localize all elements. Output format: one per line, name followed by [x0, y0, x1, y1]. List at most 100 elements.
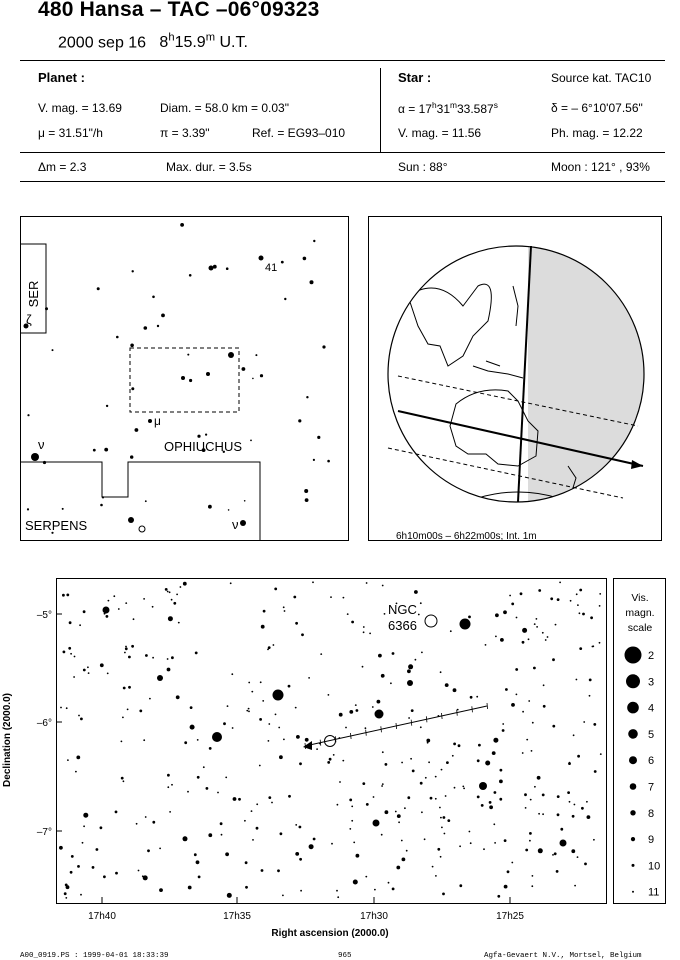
chart-star: [339, 781, 341, 783]
chart-star: [361, 665, 364, 668]
chart-star: [176, 593, 179, 596]
chart-star: [521, 640, 525, 644]
chart-star: [252, 839, 254, 841]
finder-star: [104, 447, 109, 452]
chart-star: [278, 726, 281, 729]
chart-star: [193, 853, 197, 857]
ser-boundary: [20, 243, 47, 334]
chart-star: [336, 889, 338, 892]
chart-star: [586, 815, 591, 819]
chart-star: [127, 655, 131, 659]
chart-star: [440, 816, 442, 819]
serpens-label: SERPENS: [25, 518, 87, 533]
finder-star: [240, 520, 246, 526]
finder-star: [188, 274, 192, 277]
chart-star: [327, 761, 331, 764]
chart-star: [149, 697, 151, 700]
chart-star: [106, 672, 109, 675]
chart-star: [453, 742, 456, 746]
chart-star: [499, 797, 503, 801]
finder-star: [181, 376, 185, 380]
chart-star: [124, 647, 128, 651]
chart-star: [469, 842, 472, 845]
x-tick-label: 17h25: [496, 911, 524, 922]
chart-star: [575, 678, 578, 681]
chart-star: [167, 773, 170, 777]
chart-star: [515, 693, 518, 696]
legend-symbol: [630, 837, 636, 842]
chart-star: [205, 787, 209, 790]
legend-symbol: [630, 810, 636, 816]
chart-star: [552, 854, 554, 856]
chart-star: [489, 805, 493, 810]
finder-star: [312, 458, 315, 461]
zeta-label: ζ: [26, 312, 32, 327]
chart-star: [468, 615, 471, 619]
chart-star: [468, 830, 471, 833]
chart-star: [390, 682, 392, 685]
chart-star: [381, 751, 384, 754]
chart-star: [383, 613, 386, 615]
chart-star: [497, 894, 501, 898]
chart-star: [598, 641, 601, 644]
chart-star: [113, 595, 116, 598]
chart-star: [593, 723, 597, 726]
chart-star: [63, 892, 67, 896]
chart-star: [519, 592, 523, 596]
chart-star: [171, 783, 173, 786]
chart-star: [535, 618, 538, 620]
chart-star: [272, 689, 284, 701]
finder-star: [208, 265, 214, 271]
chart-star: [362, 782, 366, 785]
x-tick-label: 17h40: [88, 911, 116, 922]
event-datetime: 2000 sep 16 8h15.9m U.T.: [58, 32, 248, 52]
chart-star: [443, 832, 446, 835]
chart-star: [255, 826, 259, 830]
finder-star: [42, 460, 47, 465]
chart-star: [259, 718, 262, 721]
chart-star: [142, 875, 148, 881]
chart-star: [125, 602, 128, 604]
chart-star: [428, 761, 430, 764]
chart-star: [449, 630, 452, 633]
chart-star: [534, 785, 536, 788]
chart-star: [282, 894, 284, 897]
legend-items: 2 3 4 5 6 7 8 9 10 11: [624, 646, 660, 899]
globe-outline: [387, 245, 645, 503]
chart-star: [175, 695, 180, 700]
chart-star: [442, 816, 446, 819]
chart-star: [538, 812, 540, 815]
chart-star: [73, 676, 75, 678]
chart-star: [231, 673, 234, 676]
chart-star: [246, 709, 249, 712]
chart-star: [478, 743, 481, 747]
chart-star: [308, 677, 310, 679]
chart-star: [538, 589, 542, 592]
finder-star: [250, 439, 252, 442]
chart-star: [65, 707, 68, 710]
chart-star: [212, 732, 222, 742]
legend-symbol: [632, 890, 634, 893]
chart-star: [380, 833, 383, 836]
field-of-view-box: [129, 347, 240, 413]
finder-stars: [23, 223, 330, 534]
chart-star: [295, 824, 298, 826]
chart-star: [349, 710, 354, 714]
chart-star: [401, 857, 406, 862]
chart-star: [381, 783, 384, 785]
chart-star: [530, 750, 533, 752]
moon-elongation: Moon : 121° , 93%: [551, 160, 650, 174]
chart-star: [83, 812, 89, 818]
finder-star: [306, 396, 309, 399]
chart-star: [279, 832, 283, 836]
chart-star: [299, 762, 302, 766]
chart-star: [480, 804, 484, 807]
serpens-boundary: [20, 461, 261, 541]
chart-star: [258, 764, 261, 767]
chart-star: [346, 613, 349, 615]
chart-star: [157, 675, 163, 681]
page-title: 480 Hansa – TAC –06°09323: [38, 0, 320, 21]
chart-star: [152, 656, 155, 659]
legend-magnitude-label: 4: [648, 703, 654, 715]
chart-star: [288, 794, 291, 798]
